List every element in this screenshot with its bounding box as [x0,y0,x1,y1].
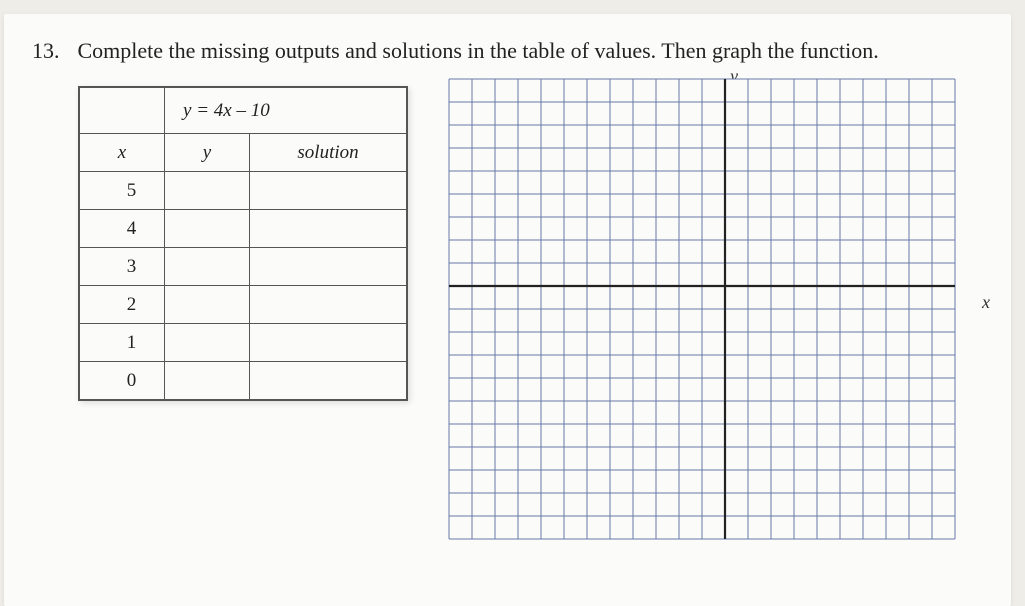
cell-solution[interactable] [250,172,407,210]
cell-y[interactable] [165,210,250,248]
cell-solution[interactable] [250,248,407,286]
table-row: 3 [80,248,407,286]
cell-solution[interactable] [250,324,407,362]
cell-y[interactable] [165,248,250,286]
cell-y[interactable] [165,286,250,324]
cell-x: 5 [80,172,165,210]
table-row: 5 [80,172,407,210]
coordinate-plane: y x [448,68,968,558]
problem-statement: 13. Complete the missing outputs and sol… [32,38,975,64]
problem-prompt: Complete the missing outputs and solutio… [78,38,879,64]
problem-content: y = 4x – 10 x y solution 5 4 [32,86,975,558]
cell-x: 3 [80,248,165,286]
header-y: y [165,134,250,172]
equation-row: y = 4x – 10 [80,88,407,134]
cell-x: 0 [80,362,165,400]
cell-x: 4 [80,210,165,248]
x-axis-label: x [982,292,990,313]
grid-svg [448,78,956,540]
table-header-row: x y solution [80,134,407,172]
cell-solution[interactable] [250,210,407,248]
values-table: y = 4x – 10 x y solution 5 4 [78,86,408,401]
cell-solution[interactable] [250,286,407,324]
table-row: 4 [80,210,407,248]
equation-text: y = 4x – 10 [183,100,270,121]
table-row: 0 [80,362,407,400]
header-x: x [80,134,165,172]
header-solution: solution [250,134,407,172]
cell-y[interactable] [165,324,250,362]
cell-x: 2 [80,286,165,324]
worksheet-page: 13. Complete the missing outputs and sol… [4,14,1011,606]
cell-solution[interactable] [250,362,407,400]
cell-x: 1 [80,324,165,362]
problem-number: 13. [32,38,60,64]
table-row: 1 [80,324,407,362]
cell-y[interactable] [165,362,250,400]
table-row: 2 [80,286,407,324]
cell-y[interactable] [165,172,250,210]
